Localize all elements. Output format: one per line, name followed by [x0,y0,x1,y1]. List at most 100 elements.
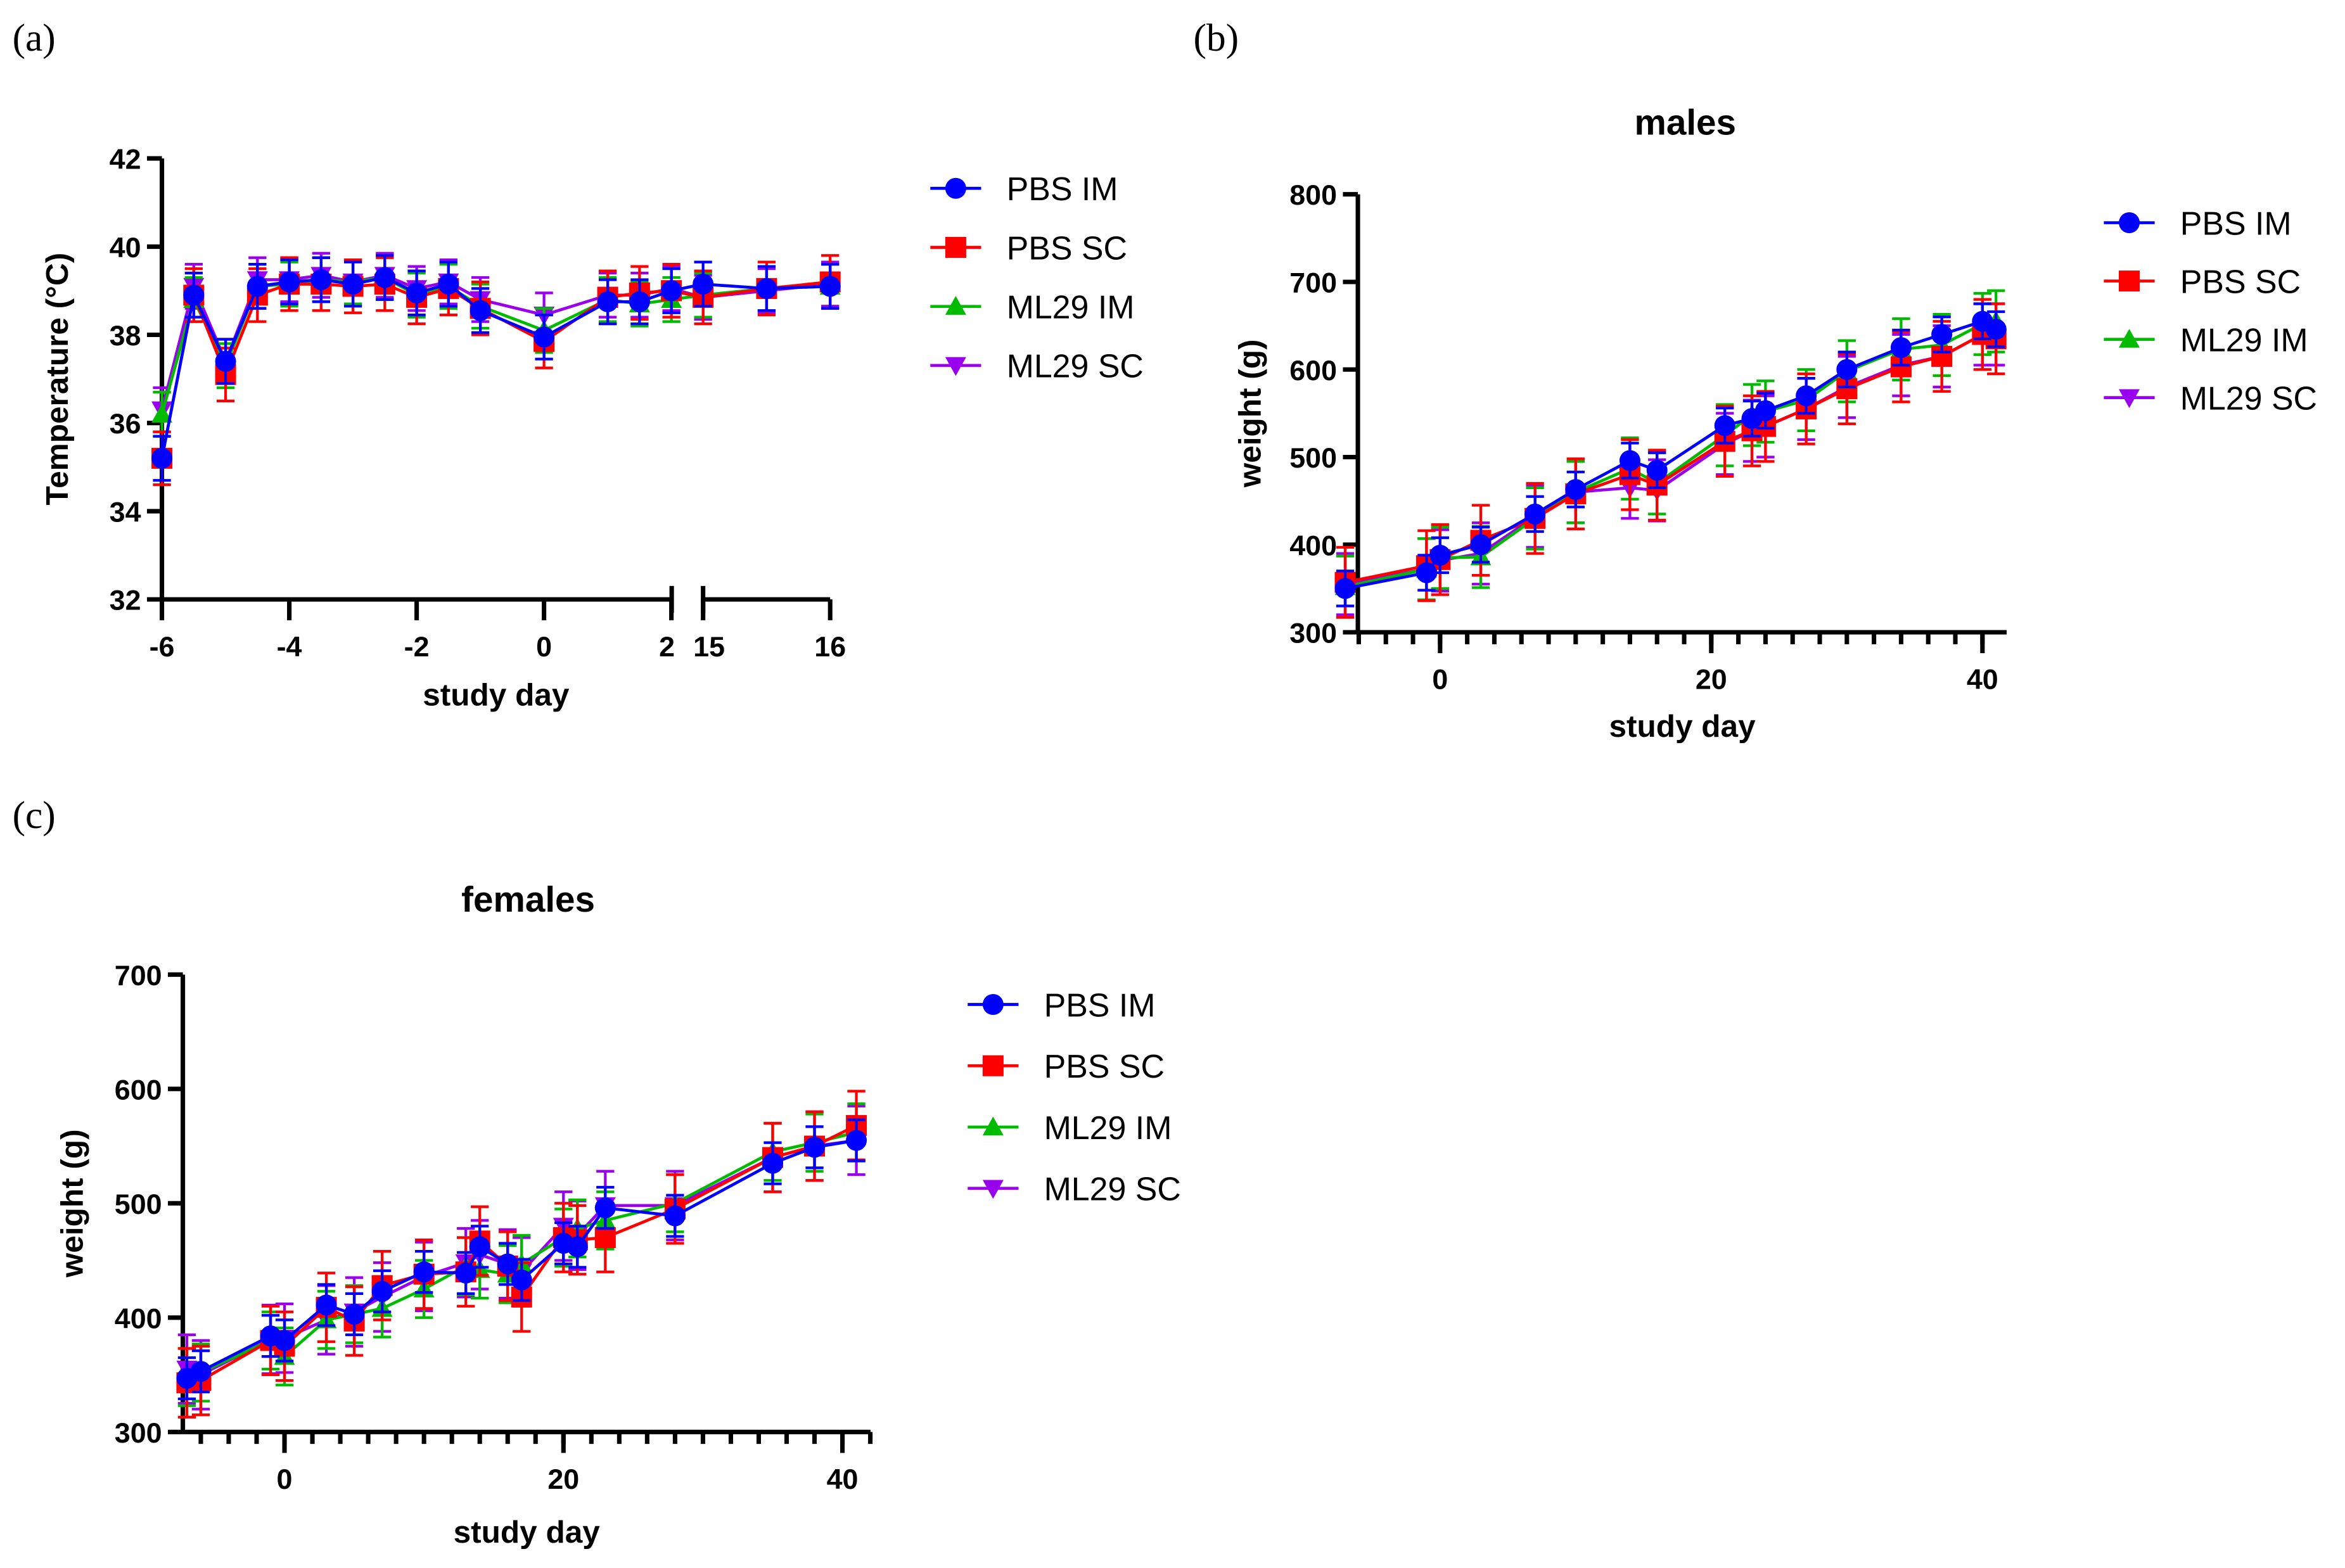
data-point [1931,324,1953,345]
y-axis-label: weight (g) [1233,339,1268,488]
legend-marker [2118,389,2140,409]
x-axis-label: study day [423,678,570,713]
data-point [1470,534,1492,556]
data-point [151,404,173,423]
data-point [1796,385,1817,407]
x-tick-label: 20 [547,1463,579,1495]
data-point [629,291,650,312]
legend-label: ML29 SC [1044,1171,1181,1208]
data-point [316,1294,337,1316]
data-point [804,1137,826,1158]
y-tick-label: 36 [110,408,141,440]
legend-marker [982,1116,1004,1136]
series-line [160,283,704,459]
legend: PBS IM PBS SC ML29 IM ML29 SC [930,170,1144,385]
panel-label-c: (c) [13,794,56,837]
temperature-chart: 32 34 36 38 40 42 -6 -4 -2 0 2 15 16 study day Tempera… [40,144,1144,713]
x-axis-label: study day [454,1515,601,1550]
y-tick-label: 600 [1289,355,1337,386]
legend-marker [982,1180,1004,1199]
legend-label: PBS IM [1007,170,1118,207]
data-point [1565,479,1587,500]
x-tick-label: 20 [1696,664,1727,696]
data-point [469,1236,490,1258]
data-point [1646,459,1668,481]
y-tick-label: 34 [110,496,141,528]
series-line [160,276,704,459]
data-point [215,350,236,372]
data-point [661,280,682,302]
legend-marker [2118,212,2140,234]
data-point [470,300,491,321]
y-tick-label: 400 [115,1303,162,1334]
data-point [438,273,459,295]
y-tick-label: 300 [1289,618,1337,649]
data-point [1415,562,1437,583]
y-tick-label: 600 [115,1074,162,1106]
x-tick-label: -6 [150,631,175,663]
data-point [756,277,777,299]
y-tick-label: 300 [115,1417,162,1449]
y-axis-label: Temperature (°C) [40,253,75,506]
data-point [455,1262,476,1284]
y-tick-label: 32 [110,585,141,616]
legend-label: ML29 IM [1044,1109,1172,1146]
legend-marker [982,993,1004,1016]
legend-marker [2118,271,2140,292]
y-tick-label: 40 [110,232,141,264]
series-pbs-im [151,254,841,482]
legend-label: PBS IM [2180,205,2292,241]
series-pbs-im [176,1118,867,1401]
chart-title: females [461,879,595,919]
data-point [1836,359,1858,380]
data-point [342,273,364,295]
x-tick-label: 0 [536,631,552,663]
data-point [846,1130,867,1151]
x-tick-label: 15 [693,631,725,663]
series-pbs-im [1334,302,2007,608]
legend-marker [945,357,966,376]
data-point [597,291,618,312]
panel-label-a: (a) [13,16,56,60]
legend-label: ML29 IM [1007,289,1135,326]
data-point [190,1361,212,1382]
data-point [497,1253,518,1275]
data-point [343,1303,365,1325]
legend-label: ML29 SC [1007,348,1144,385]
data-point [511,1269,532,1291]
data-point [566,1236,588,1258]
y-tick-label: 42 [110,144,141,175]
y-tick-label: 500 [115,1189,162,1220]
data-point [1754,400,1776,421]
x-tick-label: 0 [277,1463,293,1495]
data-point [762,1152,783,1174]
legend-label: PBS SC [1044,1048,1165,1085]
legend-label: ML29 SC [2180,379,2317,416]
data-point [1890,337,1912,359]
chart-title: males [1635,102,1737,142]
data-point [819,276,841,297]
data-point [594,1197,616,1219]
data-point [413,1261,435,1283]
legend-marker [982,1055,1004,1076]
data-point [594,1227,616,1248]
data-point [374,267,395,288]
data-point [1619,450,1640,471]
x-tick-label: 0 [1432,664,1448,696]
y-axis-label: weight (g) [55,1129,90,1278]
data-point [1524,503,1546,525]
series-line [160,276,703,415]
y-tick-label: 500 [1289,442,1337,474]
data-point [693,273,714,295]
data-point [310,269,332,291]
x-tick-label: 40 [827,1463,859,1495]
legend-label: PBS IM [1044,986,1156,1023]
data-point [183,284,205,306]
females-weight-chart: 300 400 500 600 700 0 20 40 study day weight (g) f… [55,879,1181,1550]
x-axis-label: study day [1609,709,1756,744]
data-point [1334,578,1356,599]
y-tick-label: 400 [1289,530,1337,561]
x-tick-label: 2 [659,631,675,663]
x-tick-label: 16 [814,631,846,663]
